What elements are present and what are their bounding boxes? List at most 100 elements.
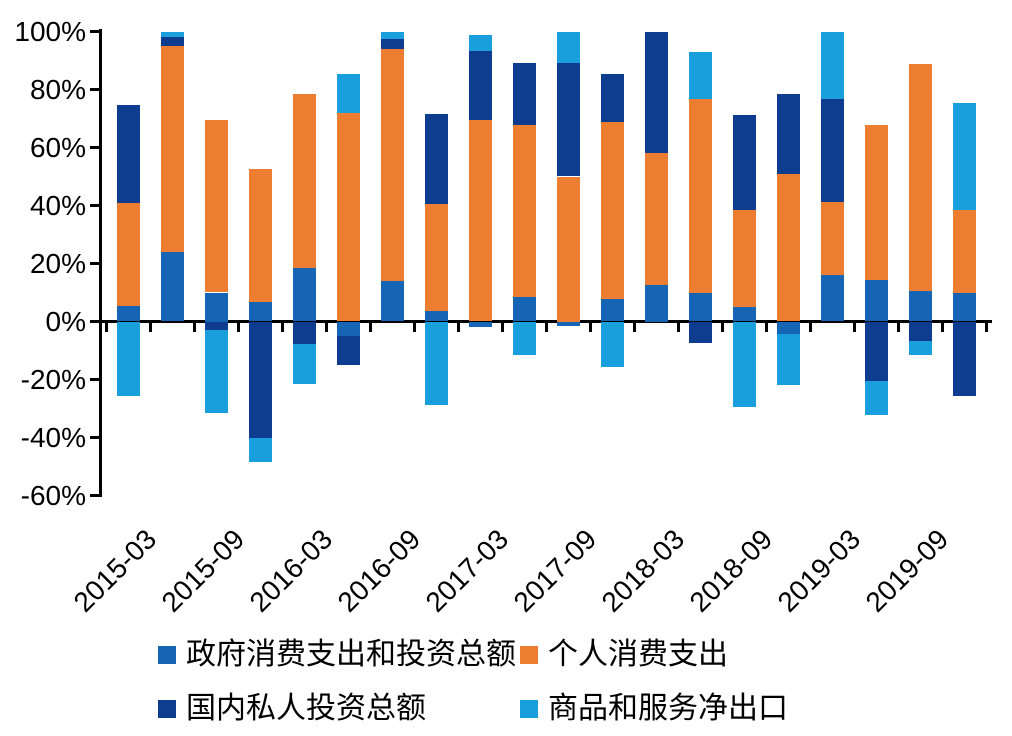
x-axis-tick-label: 2015-09 [155, 523, 250, 618]
bar-segment-2019-03 [821, 99, 844, 202]
bar-segment-2017-06 [513, 321, 536, 355]
bar-segment-2016-03 [293, 93, 316, 268]
bar-segment-2017-03 [469, 321, 492, 327]
bar-segment-2018-06 [689, 51, 712, 100]
x-axis-tick [369, 323, 372, 332]
bar-segment-2015-09 [205, 321, 228, 331]
x-axis-tick [413, 323, 416, 332]
y-axis-tick [90, 204, 99, 207]
bar-segment-2016-03 [293, 321, 316, 344]
bar-segment-2018-09 [733, 321, 756, 407]
bar-segment-2017-12 [601, 321, 624, 367]
bar-segment-2015-12 [249, 169, 272, 302]
y-axis-tick [90, 146, 99, 149]
bar-segment-2019-06 [865, 321, 888, 381]
bar-segment-2016-06 [337, 336, 360, 365]
x-axis-tick-label: 2018-03 [595, 523, 690, 618]
legend-label: 国内私人投资总额 [186, 692, 426, 725]
legend-item: 个人消费支出 [520, 639, 728, 671]
x-axis-tick-label: 2019-03 [771, 523, 866, 618]
bar-segment-2019-12 [953, 292, 976, 322]
bar-segment-2016-06 [337, 73, 360, 113]
x-axis-tick-label: 2017-09 [507, 523, 602, 618]
bar-segment-2019-12 [953, 209, 976, 293]
bar-segment-2019-03 [821, 275, 844, 322]
bar-segment-2018-12 [777, 321, 800, 334]
x-axis-tick-label: 2018-09 [683, 523, 778, 618]
x-axis-tick [853, 323, 856, 332]
x-axis-tick [545, 323, 548, 332]
bar-segment-2016-12 [425, 114, 448, 205]
bar-segment-2018-06 [689, 321, 712, 343]
y-axis-tick-label: 100% [14, 15, 86, 47]
y-axis-tick [90, 262, 99, 265]
bar-segment-2018-09 [733, 209, 756, 307]
bar-segment-2016-09 [381, 280, 404, 322]
x-axis-tick [765, 323, 768, 332]
bar-segment-2017-06 [513, 62, 536, 126]
bar-segment-2015-06 [161, 31, 184, 38]
bar-segment-2019-09 [909, 321, 932, 341]
y-axis-tick [90, 320, 99, 323]
x-axis-tick [237, 323, 240, 332]
y-axis-tick-label: -20% [20, 363, 86, 395]
bar-segment-2017-09 [557, 176, 580, 322]
x-axis-tick-label: 2017-03 [419, 523, 514, 618]
bar-segment-2015-03 [117, 306, 140, 322]
bar-segment-2018-06 [689, 292, 712, 322]
x-axis-tick-label: 2019-09 [859, 523, 954, 618]
legend-item: 政府消费支出和投资总额 [158, 639, 516, 671]
y-axis-line [99, 29, 102, 497]
bar-segment-2015-03 [117, 105, 140, 204]
x-axis-tick [457, 323, 460, 332]
bar-segment-2016-12 [425, 204, 448, 311]
bar-segment-2018-03 [645, 285, 668, 322]
legend-swatch-icon [520, 646, 538, 664]
y-axis-tick-label: -40% [20, 421, 86, 453]
bar-segment-2016-03 [293, 343, 316, 385]
bar-segment-2015-09 [205, 292, 228, 322]
bar-segment-2016-06 [337, 321, 360, 336]
bar-segment-2018-12 [777, 94, 800, 174]
legend-swatch-icon [520, 700, 538, 718]
x-axis-tick [325, 323, 328, 332]
x-axis-tick [281, 323, 284, 332]
legend-label: 个人消费支出 [548, 638, 728, 671]
x-axis-tick-label: 2015-03 [67, 523, 162, 618]
x-axis-tick [105, 323, 108, 332]
bar-segment-2019-06 [865, 380, 888, 416]
y-axis-tick-label: -60% [20, 479, 86, 511]
bar-segment-2015-12 [249, 321, 272, 439]
bar-segment-2015-09 [205, 330, 228, 413]
bar-segment-2019-12 [953, 321, 976, 397]
bar-segment-2017-03 [469, 120, 492, 322]
bar-segment-2016-03 [293, 267, 316, 322]
y-axis-tick-label: 0% [45, 305, 86, 337]
bar-segment-2018-06 [689, 99, 712, 293]
bar-segment-2016-12 [425, 321, 448, 406]
bar-segment-2015-06 [161, 46, 184, 252]
y-axis-tick-label: 80% [29, 73, 86, 105]
bar-segment-2019-06 [865, 280, 888, 322]
x-axis-tick [941, 323, 944, 332]
bar-segment-2017-03 [469, 51, 492, 121]
x-axis-tick [721, 323, 724, 332]
bar-segment-2019-09 [909, 340, 932, 356]
bar-segment-2019-09 [909, 290, 932, 322]
bar-segment-2016-12 [425, 310, 448, 322]
bar-segment-2018-03 [645, 152, 668, 286]
bar-segment-2019-03 [821, 31, 844, 100]
bar-segment-2017-06 [513, 296, 536, 322]
bar-segment-2019-09 [909, 64, 932, 291]
bar-segment-2017-12 [601, 121, 624, 300]
bar-segment-2019-06 [865, 125, 888, 281]
x-axis-tick [985, 323, 988, 332]
y-axis-tick [90, 88, 99, 91]
bar-segment-2018-09 [733, 115, 756, 210]
x-axis-tick [589, 323, 592, 332]
legend-swatch-icon [158, 646, 176, 664]
bar-segment-2015-09 [205, 120, 228, 293]
x-axis-tick [809, 323, 812, 332]
x-axis-tick [677, 323, 680, 332]
bar-segment-2015-06 [161, 251, 184, 322]
